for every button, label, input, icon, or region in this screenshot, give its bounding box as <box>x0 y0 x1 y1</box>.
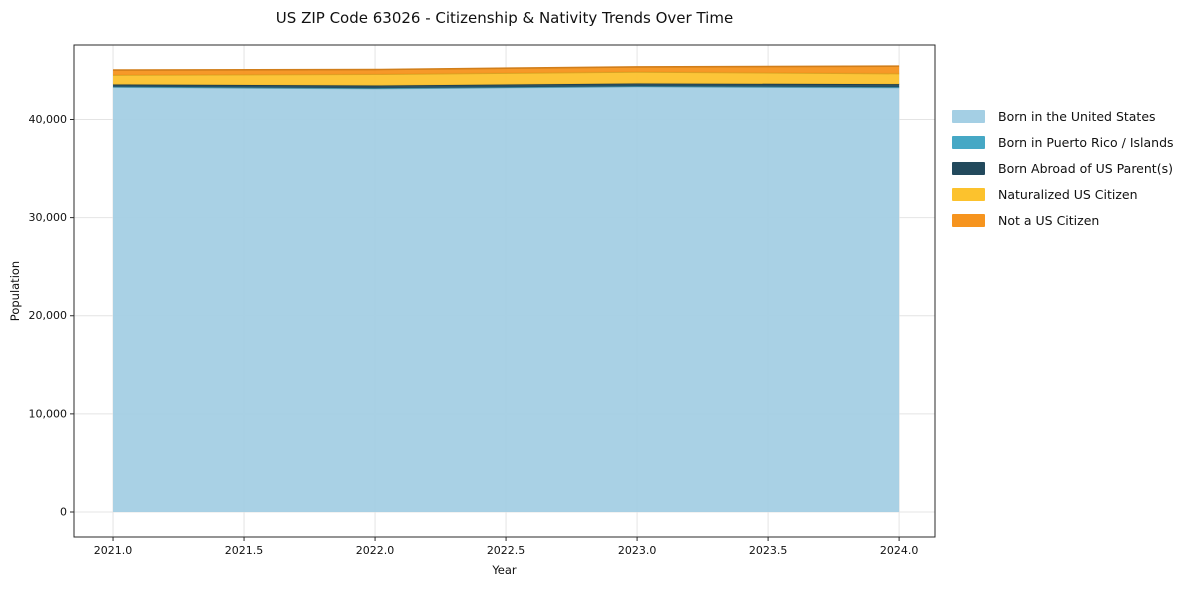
y-tick-label: 20,000 <box>29 309 68 322</box>
legend-label: Born Abroad of US Parent(s) <box>998 160 1173 176</box>
area-series-4 <box>113 66 900 76</box>
area-series-0 <box>113 86 900 512</box>
legend-item: Naturalized US Citizen <box>952 181 1174 207</box>
legend-label: Born in Puerto Rico / Islands <box>998 134 1174 150</box>
x-tick-label: 2024.0 <box>880 544 919 557</box>
x-tick-label: 2021.5 <box>225 544 264 557</box>
y-tick-label: 40,000 <box>29 113 68 126</box>
legend-item: Not a US Citizen <box>952 207 1174 233</box>
chart-title: US ZIP Code 63026 - Citizenship & Nativi… <box>275 9 734 27</box>
x-tick-label: 2023.5 <box>749 544 788 557</box>
legend-swatch <box>952 187 985 201</box>
legend-swatch <box>952 135 985 149</box>
plot-border <box>73 44 936 538</box>
x-tick-label: 2023.0 <box>618 544 657 557</box>
y-axis-label: Population <box>8 260 22 322</box>
area-series-2 <box>113 83 900 89</box>
area-series-3 <box>113 71 900 86</box>
x-tick-label: 2022.5 <box>487 544 526 557</box>
y-tick-label: 10,000 <box>29 407 68 420</box>
legend-swatch <box>952 109 985 123</box>
legend-item: Born in the United States <box>952 103 1174 129</box>
area-edge-4 <box>113 65 900 71</box>
legend-label: Naturalized US Citizen <box>998 186 1138 202</box>
x-tick-label: 2022.0 <box>356 544 395 557</box>
legend-item: Born Abroad of US Parent(s) <box>952 155 1174 181</box>
legend-label: Born in the United States <box>998 108 1156 124</box>
y-tick-label: 0 <box>60 505 67 518</box>
x-tick-label: 2021.0 <box>94 544 133 557</box>
legend-swatch <box>952 213 985 227</box>
y-tick-label: 30,000 <box>29 211 68 224</box>
legend: Born in the United States Born in Puerto … <box>952 103 1174 233</box>
legend-item: Born in Puerto Rico / Islands <box>952 129 1174 155</box>
legend-swatch <box>952 161 985 175</box>
x-axis-label: Year <box>492 563 517 577</box>
legend-label: Not a US Citizen <box>998 212 1100 228</box>
